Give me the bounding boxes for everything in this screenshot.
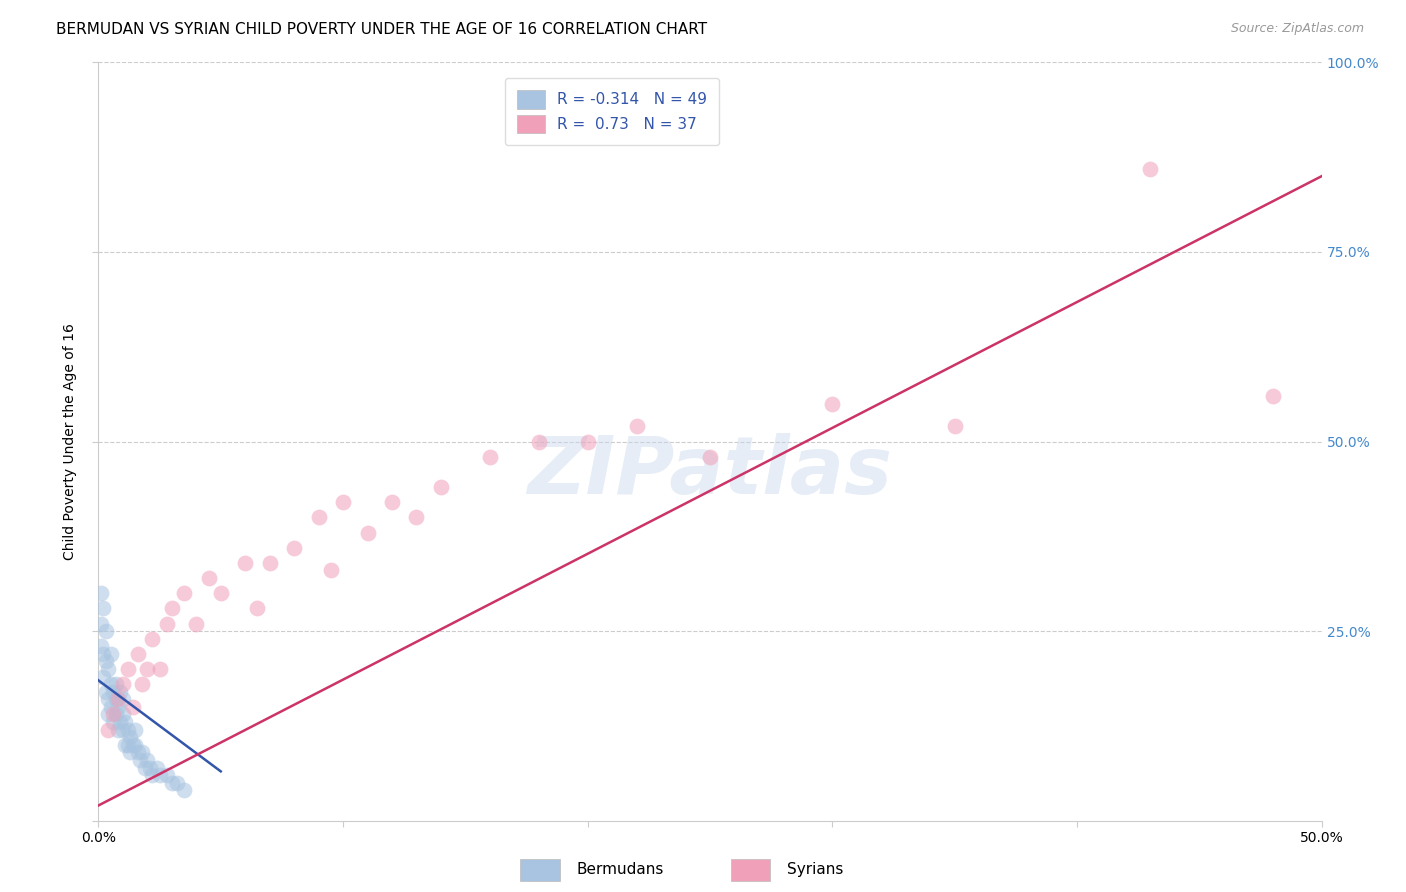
Point	[101, 685, 124, 699]
Point	[131, 677, 153, 691]
Point	[308, 510, 330, 524]
Point	[197, 571, 219, 585]
Point	[97, 692, 120, 706]
Point	[283, 541, 305, 555]
Point	[381, 495, 404, 509]
Point	[136, 662, 159, 676]
Point	[1139, 161, 1161, 176]
Point	[107, 699, 129, 714]
FancyBboxPatch shape	[731, 858, 770, 881]
Point	[127, 746, 149, 760]
Point	[129, 753, 152, 767]
Point	[156, 616, 179, 631]
Point	[111, 692, 134, 706]
Point	[117, 662, 139, 676]
Point	[120, 730, 142, 744]
Point	[173, 783, 195, 797]
Point	[91, 601, 114, 615]
Point	[110, 685, 132, 699]
Point	[97, 662, 120, 676]
Point	[430, 480, 453, 494]
Point	[104, 677, 127, 691]
Point	[160, 776, 183, 790]
Point	[246, 601, 269, 615]
Text: Syrians: Syrians	[787, 863, 844, 877]
Point	[110, 715, 132, 730]
Point	[101, 707, 124, 722]
Point	[121, 738, 143, 752]
Point	[107, 692, 129, 706]
Point	[149, 662, 172, 676]
Point	[124, 738, 146, 752]
Point	[100, 647, 122, 661]
Point	[94, 685, 117, 699]
Point	[821, 396, 844, 410]
Point	[94, 624, 117, 639]
Point	[100, 699, 122, 714]
Point	[124, 723, 146, 737]
Point	[149, 768, 172, 782]
Point	[233, 556, 256, 570]
Text: BERMUDAN VS SYRIAN CHILD POVERTY UNDER THE AGE OF 16 CORRELATION CHART: BERMUDAN VS SYRIAN CHILD POVERTY UNDER T…	[56, 22, 707, 37]
Point	[120, 746, 142, 760]
Point	[104, 692, 127, 706]
Point	[97, 707, 120, 722]
FancyBboxPatch shape	[520, 858, 560, 881]
Point	[117, 738, 139, 752]
Y-axis label: Child Poverty Under the Age of 16: Child Poverty Under the Age of 16	[63, 323, 77, 560]
Point	[97, 723, 120, 737]
Point	[626, 419, 648, 434]
Point	[91, 669, 114, 683]
Point	[576, 434, 599, 449]
Point	[134, 760, 156, 774]
Point	[90, 639, 112, 653]
Point	[90, 586, 112, 600]
Point	[527, 434, 550, 449]
Point	[117, 723, 139, 737]
Point	[141, 768, 163, 782]
Point	[209, 586, 232, 600]
Point	[91, 647, 114, 661]
Point	[114, 738, 136, 752]
Point	[332, 495, 354, 509]
Point	[131, 746, 153, 760]
Point	[111, 677, 134, 691]
Point	[699, 450, 721, 464]
Point	[104, 707, 127, 722]
Text: ZIPatlas: ZIPatlas	[527, 433, 893, 511]
Point	[356, 525, 378, 540]
Point	[94, 655, 117, 669]
Point	[186, 616, 208, 631]
Point	[100, 677, 122, 691]
Point	[111, 723, 134, 737]
Point	[259, 556, 281, 570]
Point	[136, 753, 159, 767]
Point	[101, 715, 124, 730]
Point	[405, 510, 427, 524]
Point	[156, 768, 179, 782]
Point	[943, 419, 966, 434]
Point	[173, 586, 195, 600]
Point	[127, 647, 149, 661]
Point	[90, 616, 112, 631]
Point	[114, 715, 136, 730]
Point	[141, 632, 163, 646]
Point	[166, 776, 188, 790]
Text: Bermudans: Bermudans	[576, 863, 664, 877]
Point	[319, 564, 342, 578]
Point	[160, 601, 183, 615]
Legend: R = -0.314   N = 49, R =  0.73   N = 37: R = -0.314 N = 49, R = 0.73 N = 37	[505, 78, 720, 145]
Point	[121, 699, 143, 714]
Point	[146, 760, 169, 774]
Text: Source: ZipAtlas.com: Source: ZipAtlas.com	[1230, 22, 1364, 36]
Point	[107, 723, 129, 737]
Point	[478, 450, 501, 464]
Point	[139, 760, 162, 774]
Point	[1261, 389, 1284, 403]
Point	[111, 707, 134, 722]
